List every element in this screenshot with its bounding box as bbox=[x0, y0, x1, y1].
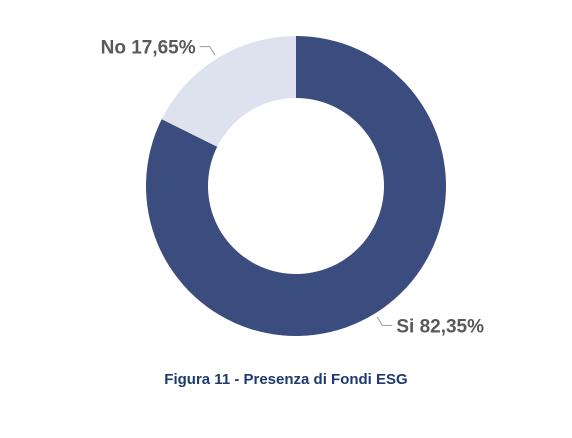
donut-chart: Si 82,35% No 17,65% bbox=[101, 36, 484, 337]
leader-line-no bbox=[199, 45, 216, 56]
figure-caption: Figura 11 - Presenza di Fondi ESG bbox=[164, 371, 408, 388]
leader-line-si bbox=[376, 316, 393, 327]
slice-label-si: Si 82,35% bbox=[396, 316, 484, 337]
slice-si bbox=[145, 36, 446, 336]
slice-label-no: No 17,65% bbox=[101, 38, 196, 59]
slice-no bbox=[161, 36, 296, 147]
